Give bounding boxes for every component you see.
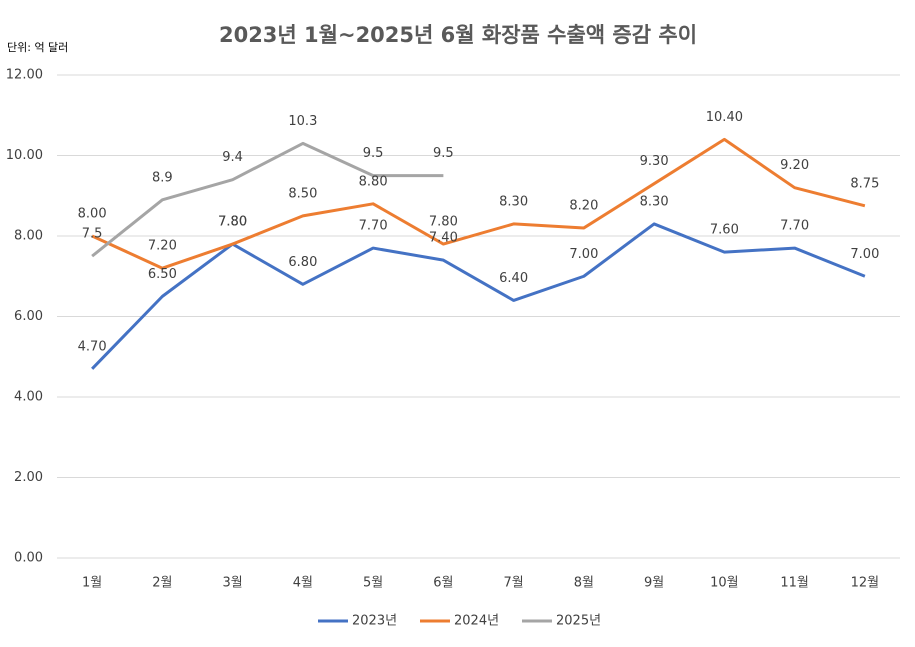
x-tick-label: 3월 [223,576,243,591]
data-label: 6.80 [288,255,317,270]
chart-title: 2023년 1월~2025년 6월 화장품 수출액 증감 추이 [219,23,697,47]
data-label: 8.00 [78,207,107,222]
data-label: 7.80 [218,215,247,230]
data-label: 7.20 [148,239,177,254]
x-tick-label: 1월 [82,576,102,591]
x-tick-label: 5월 [363,576,383,591]
y-tick-label: 8.00 [14,229,43,244]
x-tick-label: 8월 [574,576,594,591]
y-tick-label: 6.00 [14,309,43,324]
legend-label: 2024년 [454,614,499,629]
y-tick-label: 4.00 [14,390,43,405]
data-label: 7.70 [359,219,388,234]
data-label: 6.50 [148,267,177,282]
y-tick-label: 0.00 [14,551,43,566]
series-line [91,141,444,258]
data-label: 7.60 [710,223,739,238]
unit-label: 단위: 억 달러 [7,41,68,54]
data-label: 8.30 [640,194,669,209]
data-label: 7.5 [82,227,103,242]
series-line [91,137,866,270]
data-label: 6.40 [499,271,528,286]
data-label: 10.40 [706,110,743,125]
data-label: 7.80 [218,215,247,230]
data-label: 4.70 [78,339,107,354]
series-line [91,222,866,370]
y-tick-label: 12.00 [6,68,43,83]
x-tick-label: 10월 [710,576,739,591]
data-label: 8.75 [850,176,879,191]
data-label: 7.00 [569,247,598,262]
data-label: 7.70 [780,219,809,234]
x-tick-label: 4월 [293,576,313,591]
data-label: 9.4 [222,150,243,165]
data-label: 9.30 [640,154,669,169]
data-label: 8.50 [288,186,317,201]
x-tick-label: 11월 [780,576,809,591]
data-label: 7.80 [429,215,458,230]
x-tick-label: 6월 [433,576,453,591]
data-label: 9.5 [433,146,454,161]
data-label: 8.30 [499,194,528,209]
x-tick-label: 12월 [851,576,880,591]
y-tick-label: 10.00 [6,148,43,163]
data-label: 10.3 [288,114,317,129]
data-label: 8.9 [152,170,173,185]
data-label: 8.20 [569,198,598,213]
data-label: 9.5 [363,146,384,161]
legend-label: 2023년 [352,614,397,629]
data-label: 7.00 [850,247,879,262]
data-label: 9.20 [780,158,809,173]
x-tick-label: 9월 [644,576,664,591]
legend-label: 2025년 [556,614,601,629]
data-label: 7.40 [429,231,458,246]
y-tick-label: 2.00 [14,470,43,485]
data-label: 8.80 [359,174,388,189]
x-tick-label: 2월 [152,576,172,591]
x-tick-label: 7월 [504,576,524,591]
